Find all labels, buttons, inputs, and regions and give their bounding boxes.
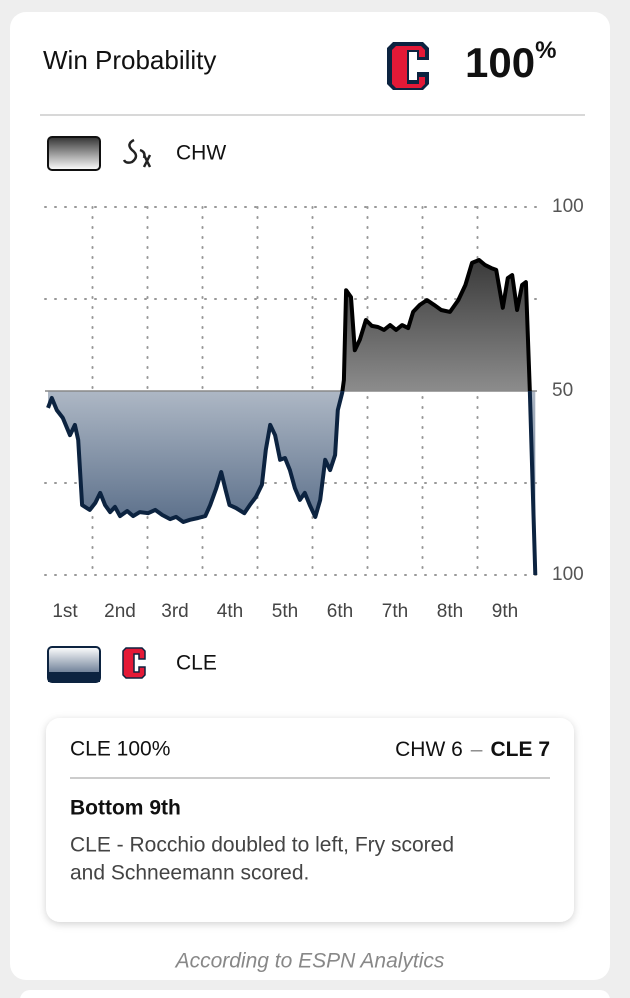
next-card [20, 990, 610, 998]
area-above [48, 260, 536, 391]
x-tick-label: 6th [327, 601, 353, 622]
x-tick-label: 4th [217, 601, 243, 622]
play-inning: Bottom 9th [70, 797, 181, 820]
cle-logo-small [122, 647, 146, 679]
footer: According to ESPN Analytics [174, 950, 445, 973]
legend-label: CHW [176, 142, 226, 165]
y-tick-label: 100 [552, 564, 584, 585]
play-description: CLE - Rocchio doubled to left, Fry score… [70, 834, 454, 857]
x-tick-label: 9th [492, 601, 518, 622]
area-below [48, 391, 536, 575]
x-tick-label: 3rd [161, 601, 188, 622]
play-card [46, 718, 574, 922]
legend-label: CLE [176, 652, 217, 675]
win-probability: 100% [465, 37, 556, 86]
away-score: CHW 6 [395, 738, 463, 761]
plot: 1st 2nd 3rd 4th 5th 6th 7th 8th 9th 100 50 100 [44, 196, 584, 622]
score-dash: – [471, 738, 483, 761]
y-tick-label: 50 [552, 380, 573, 401]
title: Win Probability [43, 45, 216, 75]
x-tick-label: 1st [52, 601, 78, 622]
y-tick-label: 100 [552, 196, 584, 217]
play-description: and Schneemann scored. [70, 862, 309, 885]
x-tick-label: 8th [437, 601, 463, 622]
score: CHW 6– CLE 7 [395, 738, 550, 761]
play-win: CLE 100% [70, 738, 170, 761]
home-score: CLE 7 [490, 738, 550, 761]
line-below [46, 391, 538, 576]
x-tick-label: 5th [272, 601, 298, 622]
legend-swatch [47, 136, 101, 171]
win-value: 100 [465, 39, 535, 86]
chw-logo [122, 138, 152, 168]
line-above [340, 258, 532, 391]
win-unit: % [535, 37, 556, 64]
x-tick-label: 7th [382, 601, 408, 622]
x-tick-label: 2nd [104, 601, 136, 622]
cle-logo [387, 42, 429, 90]
legend-swatch-base [48, 672, 100, 682]
